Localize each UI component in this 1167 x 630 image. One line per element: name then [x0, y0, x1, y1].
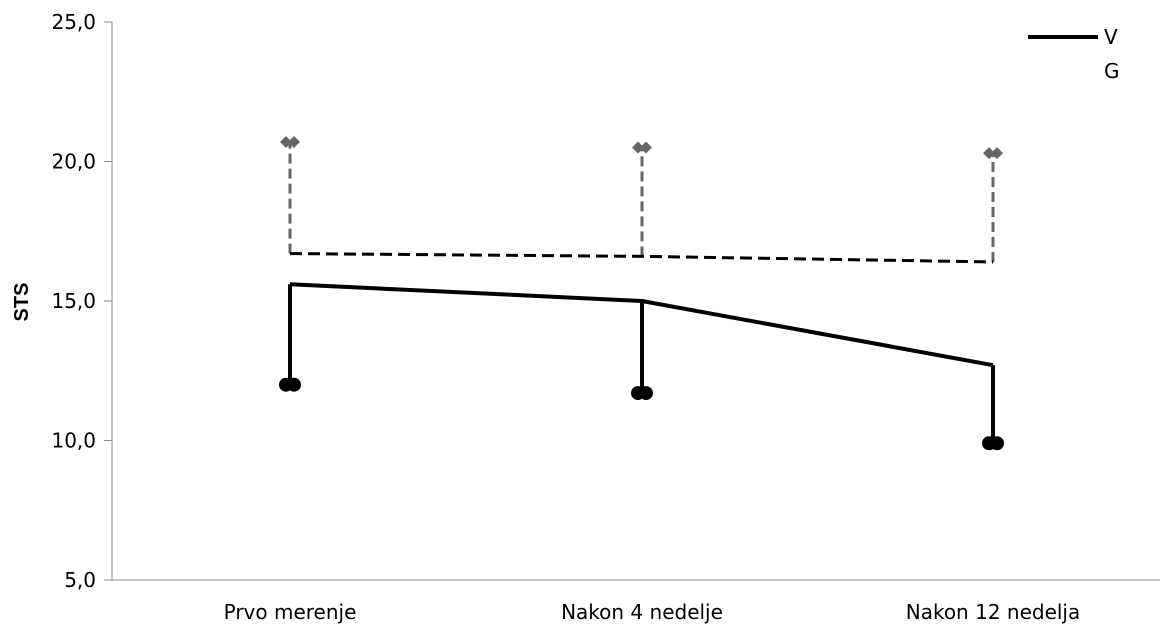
y-tick-labels: 5,0 10,0 15,0 20,0 25,0 [51, 10, 112, 592]
x-tick-label: Nakon 12 nedelja [906, 600, 1081, 624]
y-tick-label: 20,0 [51, 150, 96, 174]
series-v [279, 282, 1004, 451]
y-tick-label: 5,0 [64, 568, 96, 592]
y-axis-label: STS [11, 283, 33, 322]
error-cap-circle-v [287, 377, 301, 392]
error-cap-circle-v [639, 386, 653, 401]
x-tick-labels: Prvo merenje Nakon 4 nedelje Nakon 12 nede… [224, 600, 1081, 624]
error-cap-diamond-g [632, 141, 644, 154]
x-tick-label: Prvo merenje [224, 600, 357, 624]
error-cap-diamond-g [288, 135, 300, 148]
x-tick-label: Nakon 4 nedelje [561, 600, 723, 624]
series-layer [279, 135, 1004, 451]
series-line-g [289, 252, 994, 264]
y-tick-label: 15,0 [51, 289, 96, 313]
legend: V G [1028, 25, 1120, 83]
error-cap-diamond-g [991, 147, 1003, 160]
error-cap-circle-v [990, 436, 1004, 451]
error-cap-diamond-g [280, 135, 292, 148]
error-cap-diamond-g [640, 141, 652, 154]
series-g [280, 135, 1003, 264]
legend-label-v: V [1104, 25, 1118, 49]
y-tick-label: 25,0 [51, 10, 96, 34]
y-tick-label: 10,0 [51, 429, 96, 453]
legend-label-g: G [1104, 59, 1120, 83]
error-cap-diamond-g [983, 147, 995, 160]
